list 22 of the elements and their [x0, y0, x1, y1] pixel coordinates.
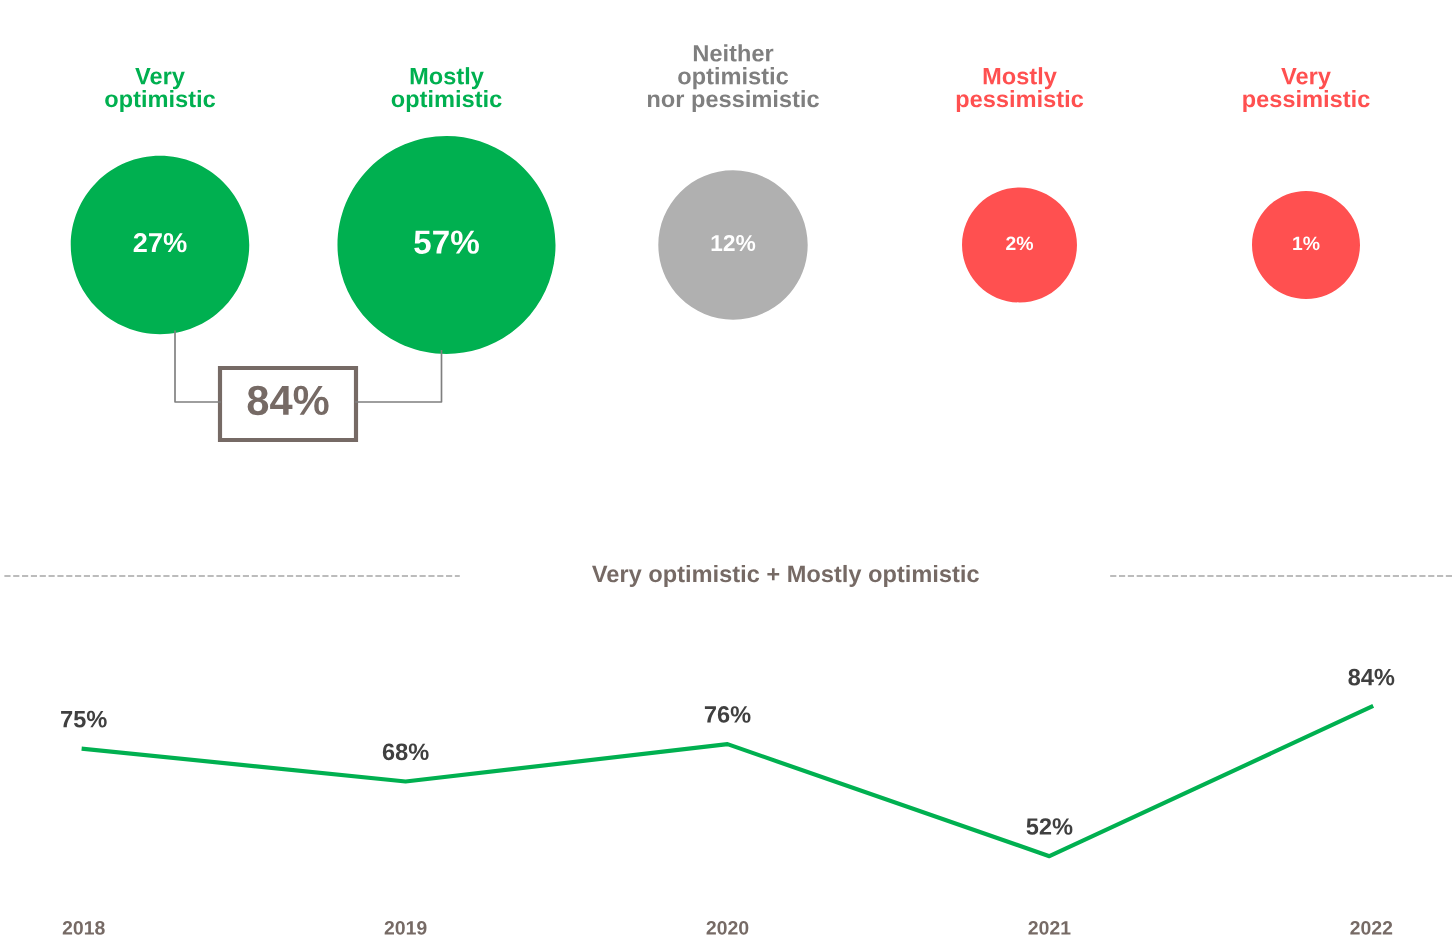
category-label: Mostly pessimistic: [956, 67, 1084, 112]
data-label: 84%: [1348, 668, 1395, 686]
data-label: 75%: [61, 710, 107, 728]
text: 84%: [247, 385, 329, 416]
data-label: 27%: [133, 233, 187, 253]
x-tick-label: 2021: [1028, 920, 1071, 935]
data-label: 1%: [1293, 236, 1320, 251]
category-label: Very pessimistic: [1243, 67, 1370, 112]
chart-title: Very optimistic + Mostly optimistic: [592, 564, 979, 587]
category-label: Mostly optimistic: [391, 67, 502, 112]
category-label: Neither optimistic nor pessimistic: [647, 44, 819, 112]
category-label: Very optimistic: [105, 67, 216, 112]
data-label: 57%: [414, 230, 479, 254]
data-label: 76%: [704, 706, 751, 723]
data-label: 68%: [382, 743, 429, 761]
x-tick-label: 2019: [384, 920, 427, 935]
x-tick-label: 2022: [1350, 920, 1393, 935]
data-label: 52%: [1026, 818, 1073, 835]
data-label: 12%: [711, 234, 756, 252]
x-tick-label: 2020: [706, 920, 749, 935]
data-label: 2%: [1006, 236, 1034, 251]
x-tick-label: 2018: [62, 920, 105, 935]
